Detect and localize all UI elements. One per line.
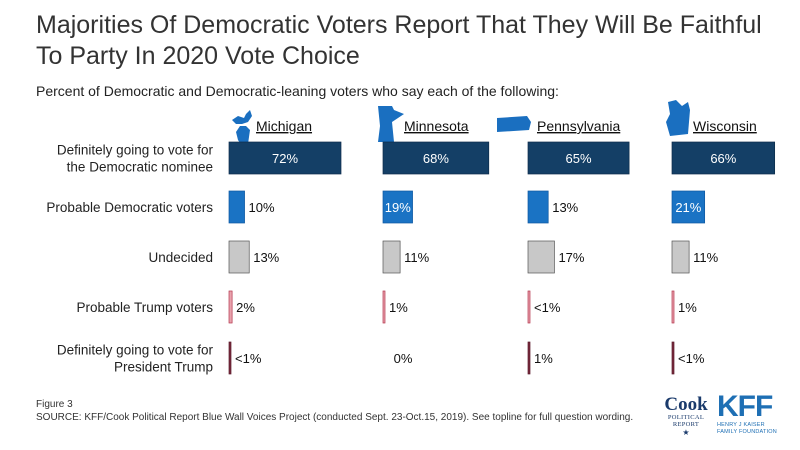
- data-label: 19%: [385, 200, 411, 215]
- star-icon: ★: [682, 428, 690, 437]
- state-name-label: Pennsylvania: [537, 118, 620, 134]
- kff-logo-line2: FAMILY FOUNDATION: [717, 428, 777, 435]
- data-label: 2%: [236, 300, 255, 315]
- bar: [671, 341, 675, 375]
- chart-title: Majorities Of Democratic Voters Report T…: [36, 11, 762, 70]
- data-label: 65%: [566, 151, 592, 166]
- bar: [671, 190, 706, 224]
- category-label: Probable Trump voters: [76, 300, 213, 315]
- data-label: 17%: [558, 250, 584, 265]
- bar: [382, 141, 490, 175]
- source-note: SOURCE: KFF/Cook Political Report Blue W…: [36, 412, 634, 423]
- bar: [382, 290, 386, 324]
- state-map-icon: [497, 116, 531, 132]
- cook-logo-name: Cook: [664, 394, 708, 415]
- bar: [228, 341, 232, 375]
- bar: [228, 290, 233, 324]
- data-label: <1%: [678, 351, 705, 366]
- data-label: 72%: [272, 151, 298, 166]
- data-label: <1%: [534, 300, 561, 315]
- bar: [228, 190, 245, 224]
- kff-logo-line1: HENRY J KAISER: [717, 422, 765, 428]
- cook-logo-line3: REPORT: [672, 421, 700, 428]
- data-label: 68%: [423, 151, 449, 166]
- data-label: 11%: [404, 250, 429, 265]
- state-name-label: Wisconsin: [693, 118, 757, 134]
- data-label: 1%: [534, 351, 553, 366]
- state-map-icon: [232, 110, 252, 146]
- bar: [671, 290, 675, 324]
- bar: [527, 240, 555, 274]
- cook-logo-line2: POLITICAL: [667, 414, 705, 421]
- bar-chart: Michigan 72% 10% 13% 2% <1% Minnesota 68% 19% 11%…: [46, 100, 776, 375]
- state-map-icon: [666, 100, 690, 136]
- data-label: 21%: [675, 200, 701, 215]
- category-label: President Trump: [114, 360, 213, 375]
- bar: [382, 190, 413, 224]
- bar: [228, 141, 342, 175]
- bar: [671, 240, 690, 274]
- chart-subtitle: Percent of Democratic and Democratic-lea…: [36, 83, 559, 99]
- category-label: Undecided: [148, 250, 213, 265]
- state-name-label: Michigan: [256, 118, 312, 134]
- data-label: 1%: [389, 300, 408, 315]
- figure-number: Figure 3: [36, 399, 73, 410]
- data-label: 1%: [678, 300, 697, 315]
- kff-logo: KFF HENRY J KAISER FAMILY FOUNDATION: [717, 392, 777, 435]
- category-label: the Democratic nominee: [67, 160, 213, 175]
- bar: [671, 141, 776, 175]
- data-label: 0%: [394, 351, 413, 366]
- data-label: 13%: [552, 200, 578, 215]
- category-label: Definitely going to vote for: [57, 143, 214, 158]
- bar: [382, 240, 401, 274]
- data-label: <1%: [235, 351, 262, 366]
- bar: [527, 190, 549, 224]
- bar: [527, 341, 531, 375]
- data-label: 10%: [249, 200, 275, 215]
- bar: [527, 141, 630, 175]
- category-label: Definitely going to vote for: [57, 343, 214, 358]
- state-map-icon: [378, 106, 404, 142]
- cook-political-report-logo: Cook POLITICAL REPORT ★: [660, 395, 712, 437]
- bar: [527, 290, 531, 324]
- category-label: Probable Democratic voters: [46, 200, 213, 215]
- kff-logo-main: KFF: [717, 390, 773, 423]
- state-name-label: Minnesota: [404, 118, 469, 134]
- data-label: 13%: [253, 250, 279, 265]
- data-label: 66%: [710, 151, 736, 166]
- bar: [228, 240, 250, 274]
- footer: Figure 3 SOURCE: KFF/Cook Political Repo…: [36, 398, 633, 424]
- data-label: 11%: [693, 250, 718, 265]
